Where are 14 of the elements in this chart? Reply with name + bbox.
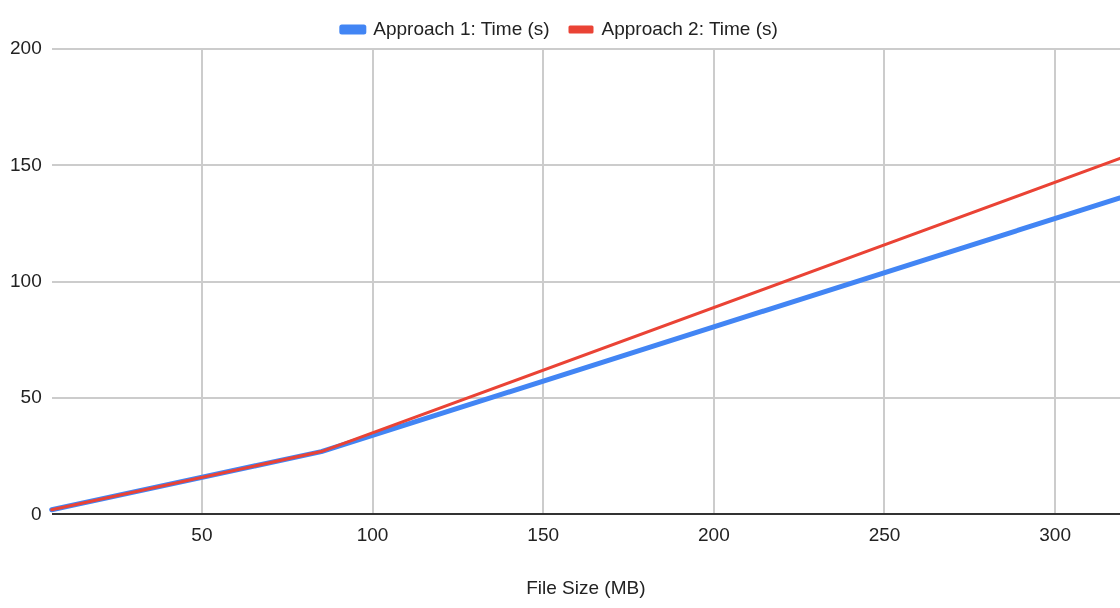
x-tick-label: 50 — [191, 524, 213, 546]
legend-label: Approach 1: Time (s) — [373, 17, 550, 39]
x-tick-label: 200 — [697, 524, 730, 546]
x-tick-label: 300 — [1039, 524, 1071, 546]
legend-label: Approach 2: Time (s) — [601, 17, 778, 39]
y-tick-label: 100 — [10, 269, 42, 291]
x-tick-label: 250 — [868, 524, 901, 546]
y-tick-label: 0 — [31, 502, 42, 524]
y-tick-label: 50 — [20, 386, 42, 408]
x-tick-label: 100 — [356, 524, 389, 546]
y-tick-label: 200 — [10, 37, 42, 59]
x-tick-label: 150 — [527, 524, 560, 546]
y-tick-label: 150 — [10, 153, 42, 175]
x-axis-title: File Size (MB) — [526, 576, 646, 598]
